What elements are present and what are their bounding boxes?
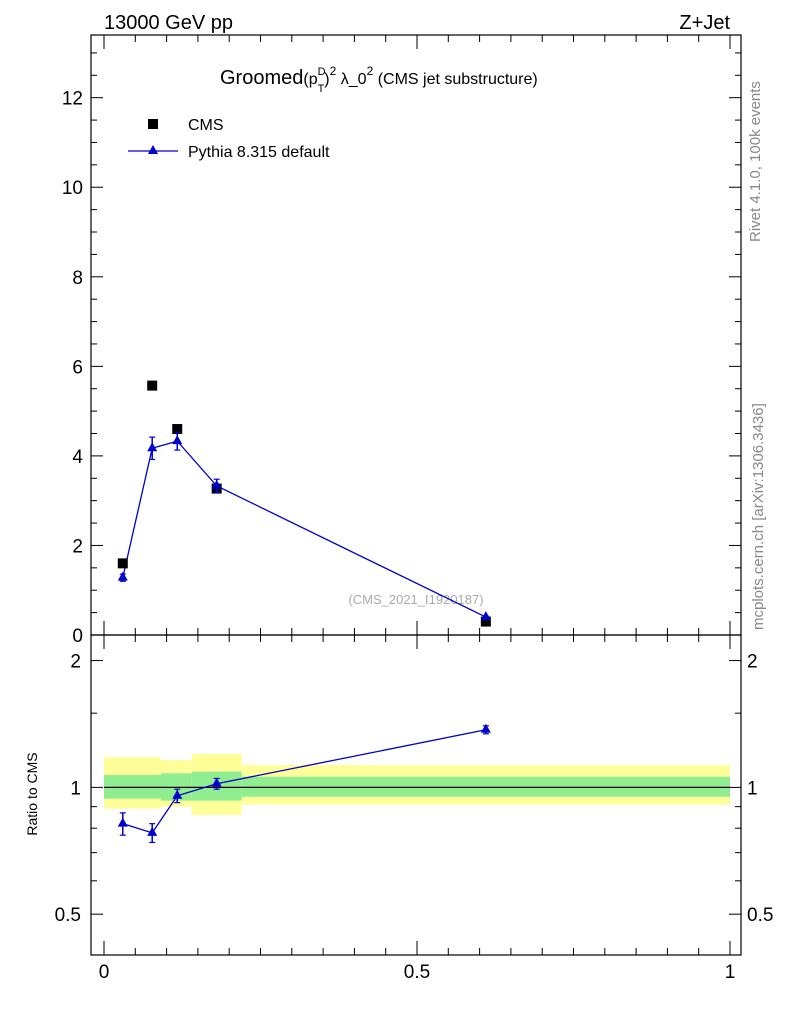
ratio-band-inner-4 xyxy=(241,776,730,797)
energy-label: 13000 GeV pp xyxy=(104,12,233,34)
legend-cms-marker xyxy=(148,119,158,129)
pythia-point xyxy=(117,571,128,581)
ratio-pythia-point xyxy=(172,789,183,799)
ratio-pythia-point xyxy=(147,826,158,836)
main-ytick-label: 0 xyxy=(72,626,83,647)
cms-point xyxy=(147,380,158,391)
ratio-pythia-point xyxy=(211,777,222,787)
pythia-line xyxy=(122,440,487,618)
pythia-point xyxy=(211,479,222,489)
title-sup-d: D xyxy=(318,66,326,78)
legend-pythia-marker xyxy=(148,145,158,154)
legend-pythia-label: Pythia 8.315 default xyxy=(188,144,330,161)
ratio-ytick-label: 2 xyxy=(70,652,81,673)
ratio-xtick-label: 1 xyxy=(725,962,736,983)
title-close: ) xyxy=(324,71,329,88)
ratio-xtick-label: 0 xyxy=(99,962,110,983)
main-ytick-label: 2 xyxy=(72,536,83,557)
ratio-frame xyxy=(90,634,742,956)
legend: CMS Pythia 8.315 default xyxy=(128,117,330,161)
analysis-watermark: (CMS_2021_I1920187) xyxy=(348,592,483,607)
main-ytick-label: 10 xyxy=(62,178,83,199)
main-ytick-label: 12 xyxy=(62,89,83,110)
ratio-xtick-label: 0.5 xyxy=(404,962,430,983)
ratio-pythia-point xyxy=(480,723,491,733)
ratio-ytick-label-right: 1 xyxy=(747,778,758,799)
title-sup2b: 2 xyxy=(367,64,374,78)
pythia-point xyxy=(172,435,183,445)
main-ytick-label: 6 xyxy=(72,357,83,378)
title-sup2: 2 xyxy=(330,64,337,78)
ratio-ytick-label-right: 2 xyxy=(747,652,758,673)
mcplots-label: mcplots.cern.ch [arXiv:1306.3436] xyxy=(750,403,767,630)
main-ytick-label: 4 xyxy=(72,447,83,468)
title-tail: (CMS jet substructure) xyxy=(373,71,537,88)
pythia-point xyxy=(480,611,491,621)
cms-point xyxy=(117,558,128,569)
ratio-ytick-label: 0.5 xyxy=(55,905,81,926)
title-sub-t: T xyxy=(318,83,325,95)
ratio-pythia-point xyxy=(117,817,128,827)
cms-point xyxy=(172,424,183,435)
cms-point xyxy=(480,616,491,627)
process-label: Z+Jet xyxy=(679,12,730,34)
title-p: (p xyxy=(303,71,317,88)
main-ytick-label: 8 xyxy=(72,268,83,289)
rivet-label: Rivet 4.1.0, 100k events xyxy=(747,81,764,242)
ratio-ytick-label: 1 xyxy=(70,778,81,799)
title-main: Groomed xyxy=(220,67,303,89)
ratio-ytick-label-right: 0.5 xyxy=(747,905,773,926)
ratio-panel: 0 0.5 1 0.5 0.5 1 1 2 2 xyxy=(55,634,773,983)
title-lambda: λ_0 xyxy=(336,71,366,88)
legend-cms-label: CMS xyxy=(188,117,224,134)
main-panel: 0 2 4 6 8 10 12 xyxy=(62,34,742,647)
chart-title: Groomed(pD T)2 λ_02 (CMS jet substructure… xyxy=(220,64,538,95)
pythia-point xyxy=(147,442,158,452)
ratio-ylabel: Ratio to CMS xyxy=(24,752,40,835)
